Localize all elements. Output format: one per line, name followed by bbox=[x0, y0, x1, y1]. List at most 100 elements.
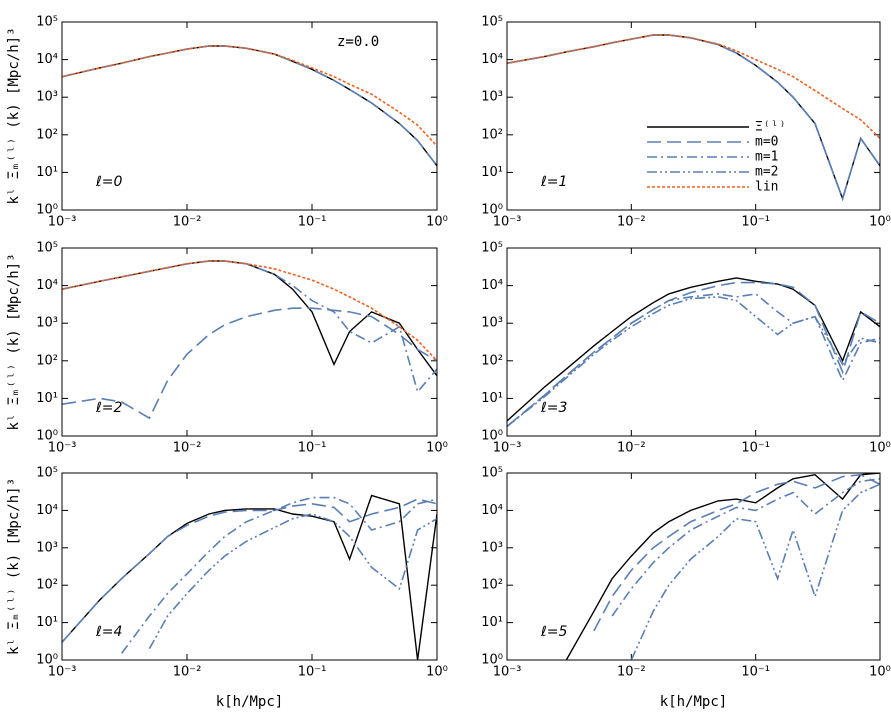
plot-frame bbox=[61, 472, 438, 661]
panel-label: ℓ=1 bbox=[540, 174, 567, 190]
x-tick-label: 10⁻² bbox=[617, 215, 646, 230]
y-tick-label: 10⁴ bbox=[36, 278, 58, 293]
series-line bbox=[62, 307, 437, 420]
series-line bbox=[62, 494, 437, 660]
y-axis-label: kˡ Ξₘ⁽ˡ⁾ (k) [Mpc/h]³ bbox=[6, 478, 22, 655]
x-tick-label: 10⁰ bbox=[869, 441, 891, 456]
series-line bbox=[593, 473, 880, 632]
y-tick-label: 10⁰ bbox=[481, 653, 503, 668]
x-tick-label: 10⁰ bbox=[426, 215, 448, 230]
y-tick-label: 10³ bbox=[481, 316, 503, 331]
x-tick-label: 10⁻² bbox=[617, 665, 646, 680]
series-line bbox=[507, 293, 880, 428]
series-line bbox=[507, 34, 880, 139]
plot-lines bbox=[507, 34, 880, 202]
y-tick-label: 10⁴ bbox=[481, 52, 503, 67]
y-tick-label: 10³ bbox=[481, 540, 503, 555]
plot-lines bbox=[62, 260, 437, 420]
y-tick-label: 10¹ bbox=[36, 165, 58, 180]
series-line bbox=[611, 478, 880, 617]
x-tick-label: 10⁰ bbox=[426, 441, 448, 456]
legend-label: m=1 bbox=[755, 150, 778, 165]
legend-label: m=0 bbox=[755, 135, 778, 150]
y-tick-label: 10¹ bbox=[36, 391, 58, 406]
y-tick-label: 10⁴ bbox=[36, 503, 58, 518]
panel-label: ℓ=5 bbox=[540, 624, 568, 640]
x-tick-label: 10⁻² bbox=[173, 215, 202, 230]
y-tick-label: 10⁵ bbox=[481, 241, 503, 256]
y-tick-label: 10⁰ bbox=[36, 653, 58, 668]
series-line bbox=[62, 498, 437, 643]
y-tick-label: 10⁰ bbox=[481, 203, 503, 218]
x-tick-label: 10⁻² bbox=[173, 441, 202, 456]
x-tick-label: 10⁻³ bbox=[48, 215, 77, 230]
plot-lines bbox=[62, 494, 437, 660]
x-tick-label: 10⁻¹ bbox=[298, 665, 327, 680]
plot-frame bbox=[506, 21, 881, 211]
panel-label: ℓ=4 bbox=[95, 624, 122, 640]
x-tick-label: 10⁻² bbox=[173, 665, 202, 680]
plot-lines bbox=[565, 473, 880, 660]
y-axis-label: kˡ Ξₘ⁽ˡ⁾ (k) [Mpc/h]³ bbox=[6, 253, 22, 430]
y-tick-label: 10³ bbox=[481, 90, 503, 105]
x-tick-label: 10⁻¹ bbox=[298, 215, 327, 230]
x-tick-label: 10⁰ bbox=[426, 665, 448, 680]
y-tick-label: 10² bbox=[36, 127, 58, 142]
plot-frame bbox=[506, 247, 881, 437]
series-line bbox=[62, 260, 437, 394]
panel-label: ℓ=2 bbox=[95, 400, 123, 416]
y-tick-label: 10⁵ bbox=[36, 241, 58, 256]
y-tick-label: 10¹ bbox=[36, 615, 58, 630]
plot-lines bbox=[62, 45, 437, 167]
series-line bbox=[148, 513, 437, 650]
y-tick-label: 10⁰ bbox=[36, 429, 58, 444]
y-tick-label: 10² bbox=[36, 353, 58, 368]
y-tick-label: 10⁰ bbox=[36, 203, 58, 218]
legend-label: Ξ⁽ˡ⁾ bbox=[755, 120, 786, 135]
x-tick-label: 10⁻² bbox=[617, 441, 646, 456]
series-line bbox=[120, 496, 437, 654]
y-tick-label: 10² bbox=[481, 578, 503, 593]
y-tick-label: 10¹ bbox=[481, 165, 503, 180]
y-tick-label: 10² bbox=[36, 578, 58, 593]
x-tick-label: 10⁻³ bbox=[493, 215, 522, 230]
y-tick-label: 10³ bbox=[36, 540, 58, 555]
y-tick-label: 10⁵ bbox=[36, 466, 58, 481]
legend-label: lin bbox=[755, 180, 778, 195]
y-tick-label: 10⁴ bbox=[481, 503, 503, 518]
plot-frame bbox=[506, 472, 881, 661]
plot-frame bbox=[61, 247, 438, 437]
series-line bbox=[62, 260, 437, 362]
y-tick-label: 10³ bbox=[36, 316, 58, 331]
x-tick-label: 10⁰ bbox=[869, 665, 891, 680]
series-line bbox=[507, 296, 880, 428]
y-tick-label: 10¹ bbox=[481, 615, 503, 630]
plot-lines bbox=[507, 277, 880, 428]
x-tick-label: 10⁻¹ bbox=[298, 441, 327, 456]
y-tick-label: 10⁵ bbox=[481, 466, 503, 481]
x-tick-label: 10⁰ bbox=[869, 215, 891, 230]
y-tick-label: 10² bbox=[481, 127, 503, 142]
x-tick-label: 10⁻¹ bbox=[741, 441, 770, 456]
panel-label: ℓ=3 bbox=[540, 400, 567, 416]
y-tick-label: 10⁵ bbox=[481, 15, 503, 30]
y-tick-label: 10⁰ bbox=[481, 429, 503, 444]
x-tick-label: 10⁻³ bbox=[493, 441, 522, 456]
series-line bbox=[565, 473, 880, 660]
annotation: z=0.0 bbox=[337, 34, 379, 50]
y-tick-label: 10⁵ bbox=[36, 15, 58, 30]
panel-label: ℓ=0 bbox=[95, 174, 123, 190]
series-line bbox=[62, 45, 437, 147]
y-tick-label: 10¹ bbox=[481, 391, 503, 406]
x-tick-label: 10⁻³ bbox=[48, 665, 77, 680]
y-tick-label: 10³ bbox=[36, 90, 58, 105]
series-line bbox=[630, 483, 880, 660]
x-tick-label: 10⁻³ bbox=[48, 441, 77, 456]
legend-label: m=2 bbox=[755, 165, 778, 180]
x-tick-label: 10⁻¹ bbox=[741, 215, 770, 230]
x-tick-label: 10⁻³ bbox=[493, 665, 522, 680]
x-axis-label: k[h/Mpc] bbox=[216, 694, 283, 710]
y-axis-label: kˡ Ξₘ⁽ˡ⁾ (k) [Mpc/h]³ bbox=[6, 27, 22, 204]
